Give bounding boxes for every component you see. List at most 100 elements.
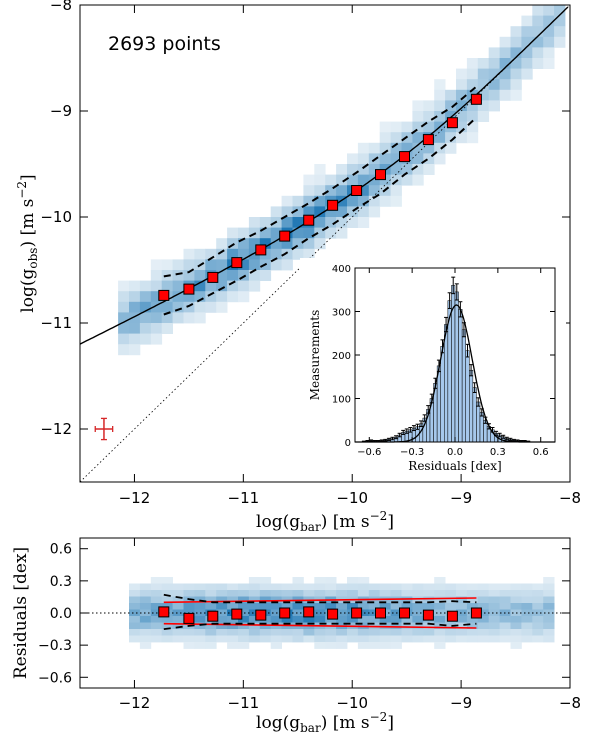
heatmap-cell — [357, 583, 370, 591]
heatmap-cell — [139, 583, 152, 591]
heatmap-cell — [129, 635, 141, 643]
y-tick-label: 0.6 — [50, 542, 72, 558]
heatmap-cell — [281, 259, 293, 271]
heatmap-cell — [172, 596, 184, 604]
heatmap-cell — [216, 635, 228, 643]
heatmap-cell — [357, 174, 370, 186]
heatmap-cell — [129, 596, 141, 604]
heatmap-cell — [227, 248, 239, 260]
heatmap-cell — [281, 603, 293, 610]
heatmap-cell — [401, 635, 413, 643]
heatmap-cell — [172, 603, 184, 610]
heatmap-cell — [445, 622, 457, 630]
heatmap-cell — [510, 89, 522, 101]
heatmap-cell — [292, 217, 304, 228]
main-x-axis-label: log(gbar) [m s−2] — [256, 509, 394, 534]
scatter-lower-line — [163, 622, 477, 630]
binned-mean-marker — [399, 607, 410, 619]
heatmap-cell — [412, 603, 424, 610]
heatmap-cell — [303, 635, 315, 643]
heatmap-cell — [532, 596, 544, 604]
heatmap-cell — [357, 590, 370, 597]
heatmap-cell — [259, 603, 272, 610]
heatmap-cell — [194, 312, 206, 324]
heatmap-cell — [456, 121, 468, 133]
heatmap-cell — [183, 291, 195, 303]
heatmap-cell — [477, 635, 490, 643]
heatmap-cell — [259, 622, 272, 630]
heatmap-cell — [139, 291, 152, 303]
heatmap-cell — [336, 629, 348, 636]
heatmap-cell — [510, 635, 522, 643]
heatmap-cell — [227, 596, 239, 604]
heatmap-cell — [434, 577, 446, 584]
y-tick-label: −9 — [50, 102, 72, 120]
heatmap-cell — [379, 603, 391, 610]
heatmap-cell — [194, 642, 206, 649]
binned-mean-marker — [255, 609, 267, 621]
heatmap-cell — [510, 616, 522, 623]
heatmap-cell — [303, 590, 315, 597]
heatmap-cell — [401, 603, 413, 610]
heatmap-cell — [434, 79, 446, 91]
heatmap-cell — [543, 629, 555, 636]
heatmap-cell — [434, 590, 446, 597]
heatmap-cell — [150, 577, 163, 584]
heatmap-cell — [248, 577, 261, 584]
heatmap-cell — [401, 590, 413, 597]
heatmap-cell — [118, 333, 130, 345]
heatmap-cell — [412, 616, 424, 623]
heatmap-cell — [412, 153, 424, 165]
heatmap-cell — [368, 642, 381, 649]
inset-y-tick-label: 0 — [345, 438, 351, 449]
heatmap-cell — [488, 622, 500, 630]
heatmap-cell — [238, 280, 250, 292]
heatmap-cell — [466, 629, 479, 636]
heatmap-cell — [292, 609, 304, 617]
residuals-y-axis-label: Residuals [dex] — [11, 547, 31, 679]
heatmap-cell — [477, 58, 490, 69]
heatmap-cell — [423, 121, 435, 133]
heatmap-cell — [379, 590, 391, 597]
heatmap-cell — [543, 583, 555, 591]
y-tick-label: 0.3 — [50, 574, 72, 590]
heatmap-cell — [303, 185, 315, 197]
heatmap-cell — [314, 206, 326, 218]
heatmap-cell — [532, 36, 544, 48]
heatmap-cell — [390, 616, 402, 623]
main-plot-frame — [79, 4, 571, 483]
heatmap-cell — [368, 629, 381, 636]
heatmap-cell — [205, 248, 217, 260]
x-tick-label: −9 — [450, 489, 472, 507]
heatmap-cell — [281, 206, 293, 218]
heatmap-cell — [336, 206, 348, 218]
inset-y-axis-label: Measurements — [308, 310, 322, 400]
heatmap-cell — [172, 312, 184, 324]
heatmap-cell — [423, 583, 435, 591]
heatmap-cell — [456, 132, 468, 144]
heatmap-cell — [510, 26, 522, 38]
heatmap-cell — [510, 596, 522, 604]
heatmap-cell — [477, 616, 490, 623]
heatmap-cell — [510, 622, 522, 630]
heatmap-cell — [161, 583, 173, 591]
heatmap-cell — [466, 100, 479, 112]
heatmap-cell — [390, 629, 402, 636]
heatmap-cell — [336, 635, 348, 643]
heatmap-cell — [488, 635, 500, 643]
heatmap-cell — [521, 26, 533, 38]
heatmap-cell — [292, 635, 304, 643]
heatmap-cell — [532, 590, 544, 597]
heatmap-cell — [205, 629, 217, 636]
heatmap-cell — [445, 100, 457, 112]
heatmap-cell — [412, 121, 424, 133]
heatmap-cell — [216, 622, 228, 630]
heatmap-cell — [368, 583, 381, 591]
heatmap-cell — [129, 603, 141, 610]
heatmap-cell — [281, 635, 293, 643]
heatmap-cell — [554, 36, 566, 48]
heatmap-cell — [194, 603, 206, 610]
heatmap-cell — [456, 596, 468, 604]
inset-axis-ticks: −0.6 −0.3 0.0 0.3 0.6 0 100 200 300 400 — [332, 264, 555, 458]
heatmap-cell — [499, 622, 511, 630]
